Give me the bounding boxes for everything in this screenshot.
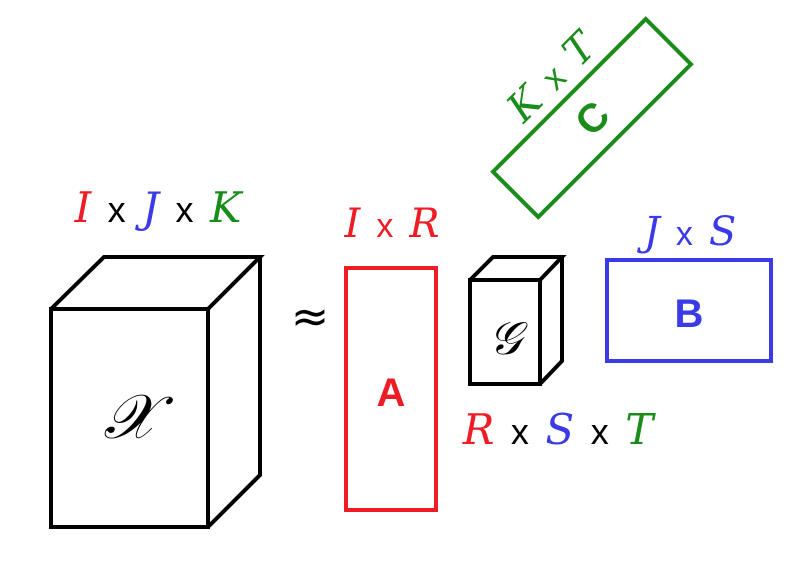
matrix-a-label: A	[377, 371, 406, 415]
matrix-c-label: C	[567, 93, 619, 145]
matrix-a-dims: I x R	[344, 201, 440, 247]
matrix-a-rect	[344, 266, 438, 512]
dim-r: R	[408, 201, 439, 247]
times-sign: x	[535, 59, 574, 98]
matrix-c-group: C K x T	[490, 16, 694, 220]
core-g-top-face	[468, 255, 567, 282]
core-g-dims: R x S x T	[462, 405, 656, 454]
core-g-side-face	[538, 257, 564, 386]
matrix-b-rect	[605, 258, 773, 363]
tensor-x-cube	[49, 255, 265, 529]
tensor-x-side-face	[206, 257, 262, 529]
tensor-x-top-face	[49, 255, 265, 311]
dim-j: J	[637, 209, 662, 255]
matrix-b-dims: J x S	[637, 209, 736, 255]
matrix-b-label: B	[675, 292, 704, 336]
core-g-symbol: 𝒢	[489, 311, 529, 365]
dim-k: K	[209, 183, 244, 232]
times-sign: x	[108, 189, 126, 230]
core-g-cube	[468, 255, 567, 386]
core-g-front-face	[468, 278, 542, 386]
dim-i: I	[74, 183, 93, 232]
tensor-x-front-face	[49, 307, 210, 529]
times-sign: x	[676, 215, 693, 253]
dim-k: K	[497, 76, 553, 132]
approx-symbol: ≈	[291, 289, 330, 343]
dim-i: I	[344, 201, 362, 247]
matrix-c-rect	[490, 16, 694, 220]
dim-j: J	[134, 183, 161, 232]
tensor-x-dims: I x J x K	[74, 183, 244, 232]
times-sign: x	[511, 411, 529, 452]
dim-r: R	[462, 405, 495, 454]
tensor-x-symbol: 𝒳	[103, 380, 173, 453]
dim-t: T	[625, 405, 656, 454]
dim-s: S	[545, 405, 574, 454]
times-sign: x	[376, 207, 393, 245]
dim-s: S	[709, 209, 736, 255]
times-sign: x	[591, 411, 609, 452]
times-sign: x	[176, 189, 194, 230]
